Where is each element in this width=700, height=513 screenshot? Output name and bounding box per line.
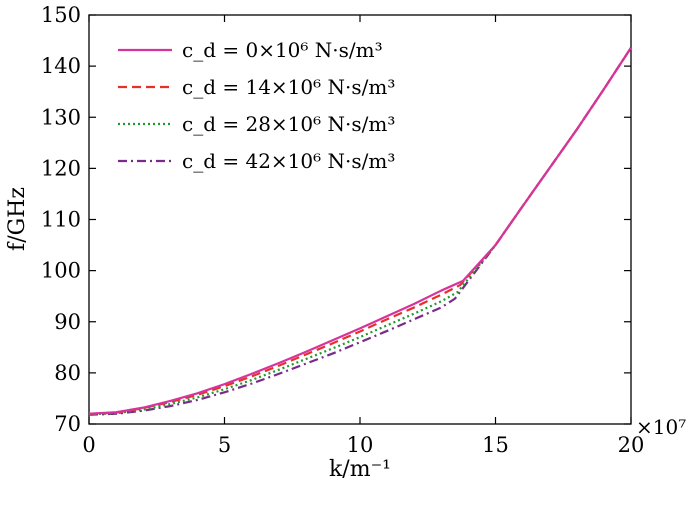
legend-label: c_d = 0×10⁶ N·s/m³ bbox=[182, 38, 383, 62]
legend-label: c_d = 42×10⁶ N·s/m³ bbox=[182, 149, 395, 173]
x-tick-label: 10 bbox=[347, 433, 374, 457]
x-tick-label: 0 bbox=[82, 433, 95, 457]
x-axis-label: k/m⁻¹ bbox=[329, 457, 391, 482]
series-line bbox=[88, 47, 632, 416]
axis-ticks: 0 5 10 15 20 70 80 90 100 110 120 130 140 150 bbox=[41, 3, 644, 457]
legend-label: c_d = 28×10⁶ N·s/m³ bbox=[182, 112, 395, 136]
series-line bbox=[88, 47, 632, 416]
y-tick-label: 110 bbox=[41, 208, 81, 232]
y-tick-label: 90 bbox=[54, 310, 81, 334]
x-tick-label: 5 bbox=[218, 433, 231, 457]
y-tick-label: 100 bbox=[41, 259, 81, 283]
series-line bbox=[88, 47, 632, 415]
y-tick-label: 130 bbox=[41, 105, 81, 129]
y-tick-label: 120 bbox=[41, 156, 81, 180]
series-line bbox=[88, 47, 632, 415]
y-tick-label: 70 bbox=[54, 412, 81, 436]
legend: c_d = 0×10⁶ N·s/m³ c_d = 14×10⁶ N·s/m³ c_d… bbox=[118, 38, 395, 173]
legend-label: c_d = 14×10⁶ N·s/m³ bbox=[182, 75, 395, 99]
y-tick-label: 150 bbox=[41, 3, 81, 27]
series-layer bbox=[88, 47, 632, 416]
y-axis-label: f/GHz bbox=[5, 187, 30, 251]
x-tick-label: 20 bbox=[618, 433, 645, 457]
y-tick-label: 140 bbox=[41, 54, 81, 78]
x-tick-label: 15 bbox=[482, 433, 509, 457]
x-multiplier-label: ×10⁷ bbox=[636, 415, 686, 439]
y-tick-label: 80 bbox=[54, 361, 81, 385]
